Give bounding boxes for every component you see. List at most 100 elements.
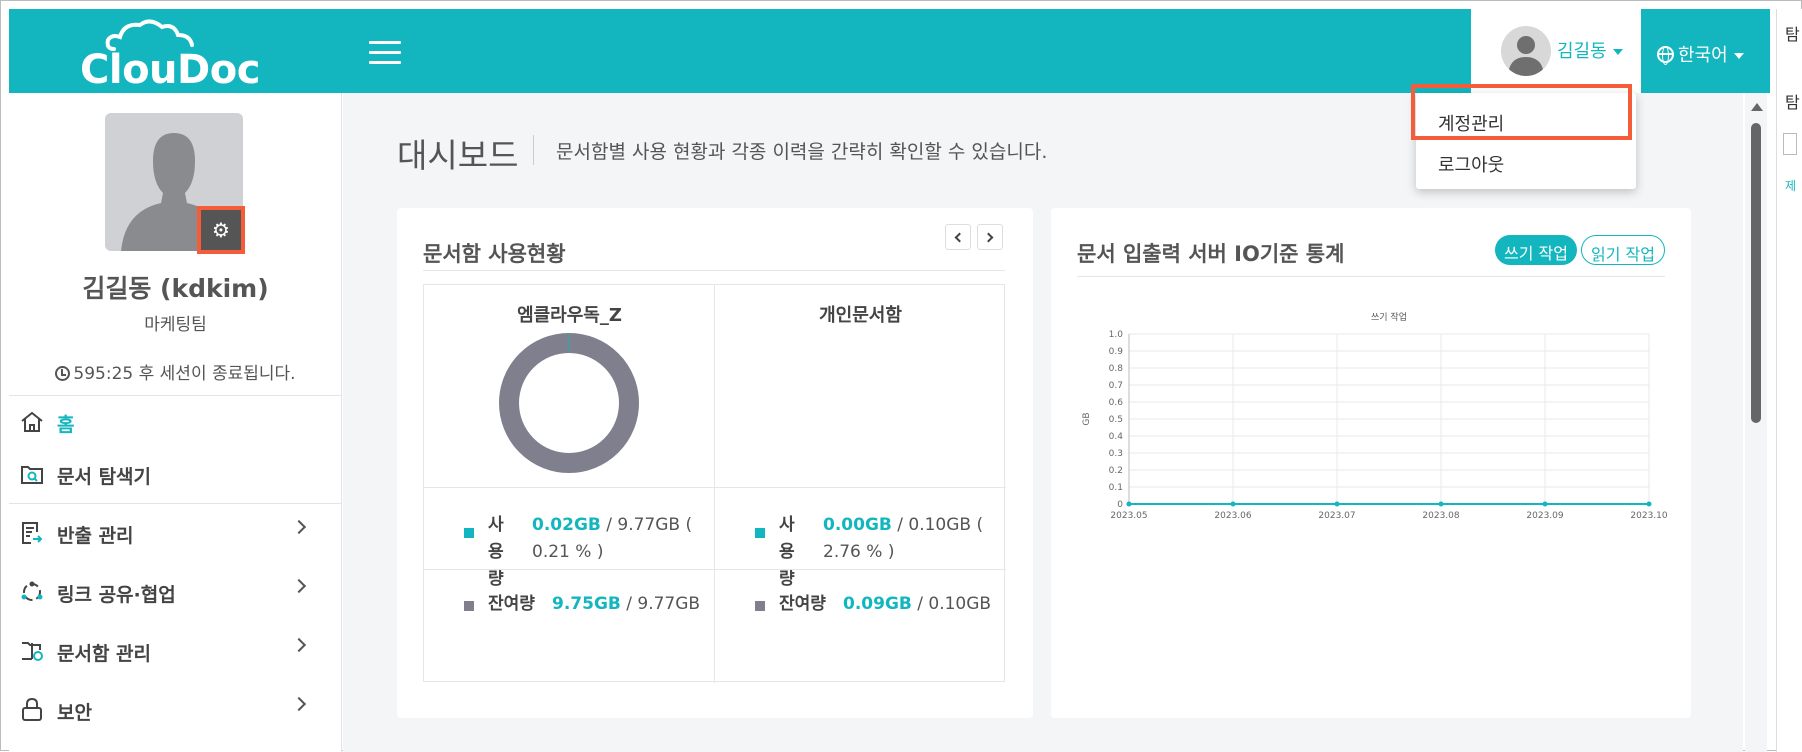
share-link-icon [21,581,43,601]
data-point [1126,501,1132,507]
x-tick-label: 2023.10 [1630,511,1667,521]
x-tick-label: 2023.05 [1110,511,1147,521]
remain-legend-swatch [464,601,474,611]
y-tick-label: 0.6 [1109,398,1124,408]
usage-card: 문서함 사용현황 엠클라우독_Z 사용량 0.02GB / 9.77GB (0.… [397,208,1033,718]
divider [715,569,1006,570]
side-panel-text: 탐 [1785,93,1800,112]
sidebar-item-label: 문서함 관리 [57,643,152,665]
side-panel-edge: 탐 탐 제 [1776,9,1802,752]
chevron-right-icon [291,578,307,594]
chevron-left-icon [954,232,965,242]
side-panel-text: 탐 [1785,25,1800,44]
logo[interactable]: ClouDoc [74,19,284,93]
chevron-right-icon [983,232,994,242]
document-search-icon [21,466,43,484]
x-tick-label: 2023.08 [1422,511,1459,521]
remain-label: 잔여량 [488,594,535,614]
used-amount: 0.02GB [532,515,601,535]
clock-icon [55,366,71,381]
y-axis-label: GB [1082,412,1092,425]
folder-name: 엠클라우독_Z [517,305,622,326]
used-percent: 2.76 % ) [823,542,895,562]
y-tick-label: 0.2 [1109,466,1123,476]
divider [9,395,342,396]
side-panel-box [1783,133,1797,155]
sidebar-item-link-share[interactable]: 링크 공유·협업 [9,569,342,615]
sidebar-item-folder-management[interactable]: 문서함 관리 [9,628,342,674]
highlight-box [1411,84,1632,140]
used-total: / 0.10GB ( [891,515,984,535]
menu-toggle-icon[interactable] [369,41,401,65]
y-tick-label: 0.7 [1109,381,1123,391]
remain-total: / 9.77GB [620,594,701,614]
chart-title: 쓰기 작업 [1371,312,1407,323]
used-value: 0.00GB / 0.10GB ( 2.76 % ) [823,512,1003,566]
x-tick-label: 2023.07 [1318,511,1355,521]
sidebar-item-label: 홈 [57,414,75,436]
language-selector[interactable]: 한국어 [1657,41,1744,67]
user-name[interactable]: 김길동 [1557,37,1623,63]
data-point [1438,501,1444,507]
usage-table: 엠클라우독_Z 사용량 0.02GB / 9.77GB (0.21 % ) 잔여… [423,284,1006,683]
usage-column: 엠클라우독_Z 사용량 0.02GB / 9.77GB (0.21 % ) 잔여… [424,285,715,683]
scroll-up-icon[interactable] [1751,103,1763,111]
page-title: 대시보드 [397,136,519,175]
divider [424,487,715,488]
data-point [1646,501,1652,507]
gear-icon: ⚙ [212,218,230,242]
sidebar-item-home[interactable]: 홈 [9,399,342,445]
prev-button[interactable] [945,224,971,250]
folder-name: 개인문서함 [819,305,902,326]
page-description: 문서함별 사용 현황과 각종 이력을 간략히 확인할 수 있습니다. [556,141,1048,163]
sidebar-item-security[interactable]: 보안 [9,687,342,733]
profile-settings-button[interactable]: ⚙ [197,206,245,254]
used-value: 0.02GB / 9.77GB (0.21 % ) [532,512,712,566]
remain-label: 잔여량 [779,594,826,614]
data-point [1334,501,1340,507]
data-point [1542,501,1548,507]
used-amount: 0.00GB [823,515,892,535]
next-button[interactable] [977,224,1003,250]
y-tick-label: 0.8 [1109,364,1124,374]
main-content: 대시보드 문서함별 사용 현황과 각종 이력을 간략히 확인할 수 있습니다. … [343,93,1743,752]
tab-write[interactable]: 쓰기 작업 [1495,235,1577,265]
menu-item-logout[interactable]: 로그아웃 [1438,155,1505,176]
sidebar-item-label: 보안 [57,702,92,724]
y-tick-label: 0.5 [1109,415,1123,425]
sidebar: ⚙ 김길동 (kdkim) 마케팅팀 595:25 후 세션이 종료됩니다. 홈… [9,93,342,752]
y-tick-label: 1.0 [1109,330,1124,340]
io-stats-card: 문서 입출력 서버 IO기준 통계 쓰기 작업 읽기 작업 쓰기 작업 0 0.1 0… [1051,208,1691,718]
chevron-right-icon [291,637,307,653]
remain-value: 9.75GB / 9.77GB [552,591,700,618]
scroll-thumb[interactable] [1751,123,1761,423]
chevron-right-icon [291,519,307,535]
export-document-icon [22,522,43,544]
sidebar-item-label: 반출 관리 [57,525,134,547]
x-tick-label: 2023.09 [1526,511,1563,521]
tab-read[interactable]: 읽기 작업 [1581,235,1665,265]
divider [423,270,1005,271]
io-line-chart: 쓰기 작업 0 0.1 0.2 0.3 0.4 0.5 0.6 0.7 0.8 0.9 1.0 2023… [1082,312,1668,521]
menu-item-account[interactable]: 계정관리 [1438,114,1505,135]
used-label: 사용량 [779,515,795,589]
top-header: ClouDoc 김길동 한국어 [9,9,1770,93]
logo-text: ClouDoc [80,47,260,93]
cloud-logo-icon [105,19,194,51]
data-point [1230,501,1236,507]
caret-down-icon [1612,49,1623,55]
x-tick-label: 2023.06 [1214,511,1251,521]
home-icon [21,411,43,432]
folder-settings-icon [22,642,43,661]
user-menu[interactable]: 김길동 [1471,9,1641,93]
sidebar-item-document-explorer[interactable]: 문서 탐색기 [9,451,342,497]
sidebar-item-export[interactable]: 반출 관리 [9,510,342,556]
profile-name: 김길동 (kdkim) [82,274,269,303]
used-label: 사용량 [488,515,504,589]
vertical-scrollbar[interactable] [1745,93,1767,752]
session-text: 595:25 후 세션이 종료됩니다. [73,364,296,384]
y-tick-label: 0 [1117,500,1123,510]
user-dropdown-menu: 계정관리 로그아웃 [1416,93,1636,189]
remain-total: / 0.10GB [911,594,992,614]
card-title: 문서함 사용현황 [423,242,566,266]
